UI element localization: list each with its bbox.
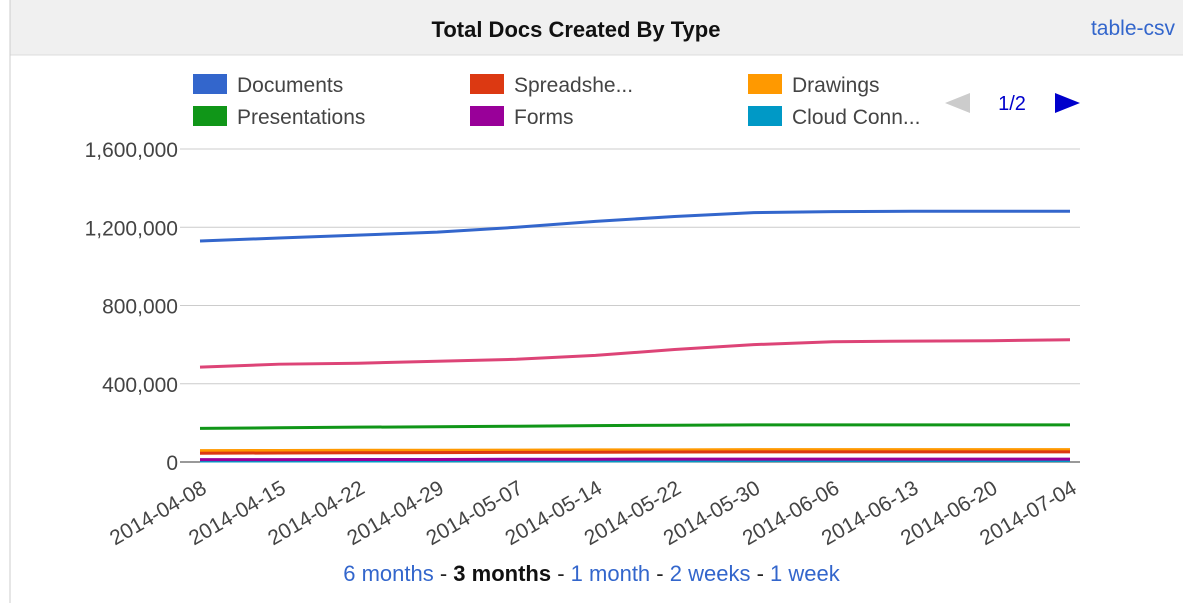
legend-label: Presentations [237,106,365,129]
legend-label: Documents [237,74,343,97]
range-separator: - [756,561,764,586]
range-links: 6 months - 3 months - 1 month - 2 weeks … [0,561,1183,587]
range-link[interactable]: 6 months [343,561,434,586]
range-current: 3 months [453,561,552,586]
y-tick-label: 1,600,000 [85,139,178,162]
y-tick-label: 800,000 [102,296,178,319]
legend-label: Spreadshe... [514,74,633,97]
chart-title: Total Docs Created By Type [432,17,721,42]
legend-label: Cloud Conn... [792,106,920,129]
y-tick-label: 1,200,000 [85,217,178,240]
pager-label: 1/2 [998,93,1026,115]
series-line [199,448,1070,453]
legend-label: Forms [514,106,574,129]
legend-swatch [193,106,227,126]
range-separator: - [557,561,565,586]
pager-prev[interactable] [945,93,970,113]
range-link[interactable]: 2 weeks [669,561,751,586]
series-line [199,450,1070,455]
range-link[interactable]: 1 month [570,561,651,586]
header-bar [10,0,1183,55]
series-line [199,338,1071,369]
series-line [199,423,1070,430]
y-tick-label: 400,000 [102,374,178,397]
table-csv-link[interactable]: table-csv [1091,17,1176,40]
legend-swatch [470,106,504,126]
y-tick-label: 0 [166,452,178,475]
range-separator: - [656,561,664,586]
legend-swatch [748,106,782,126]
legend-label: Drawings [792,74,880,97]
series-line [200,457,1070,462]
pager-next[interactable] [1055,93,1080,113]
legend-swatch [470,74,504,94]
range-link[interactable]: 1 week [770,561,840,586]
legend-swatch [748,74,782,94]
legend-swatch [193,74,227,94]
series-line [199,209,1070,243]
range-separator: - [439,561,448,586]
